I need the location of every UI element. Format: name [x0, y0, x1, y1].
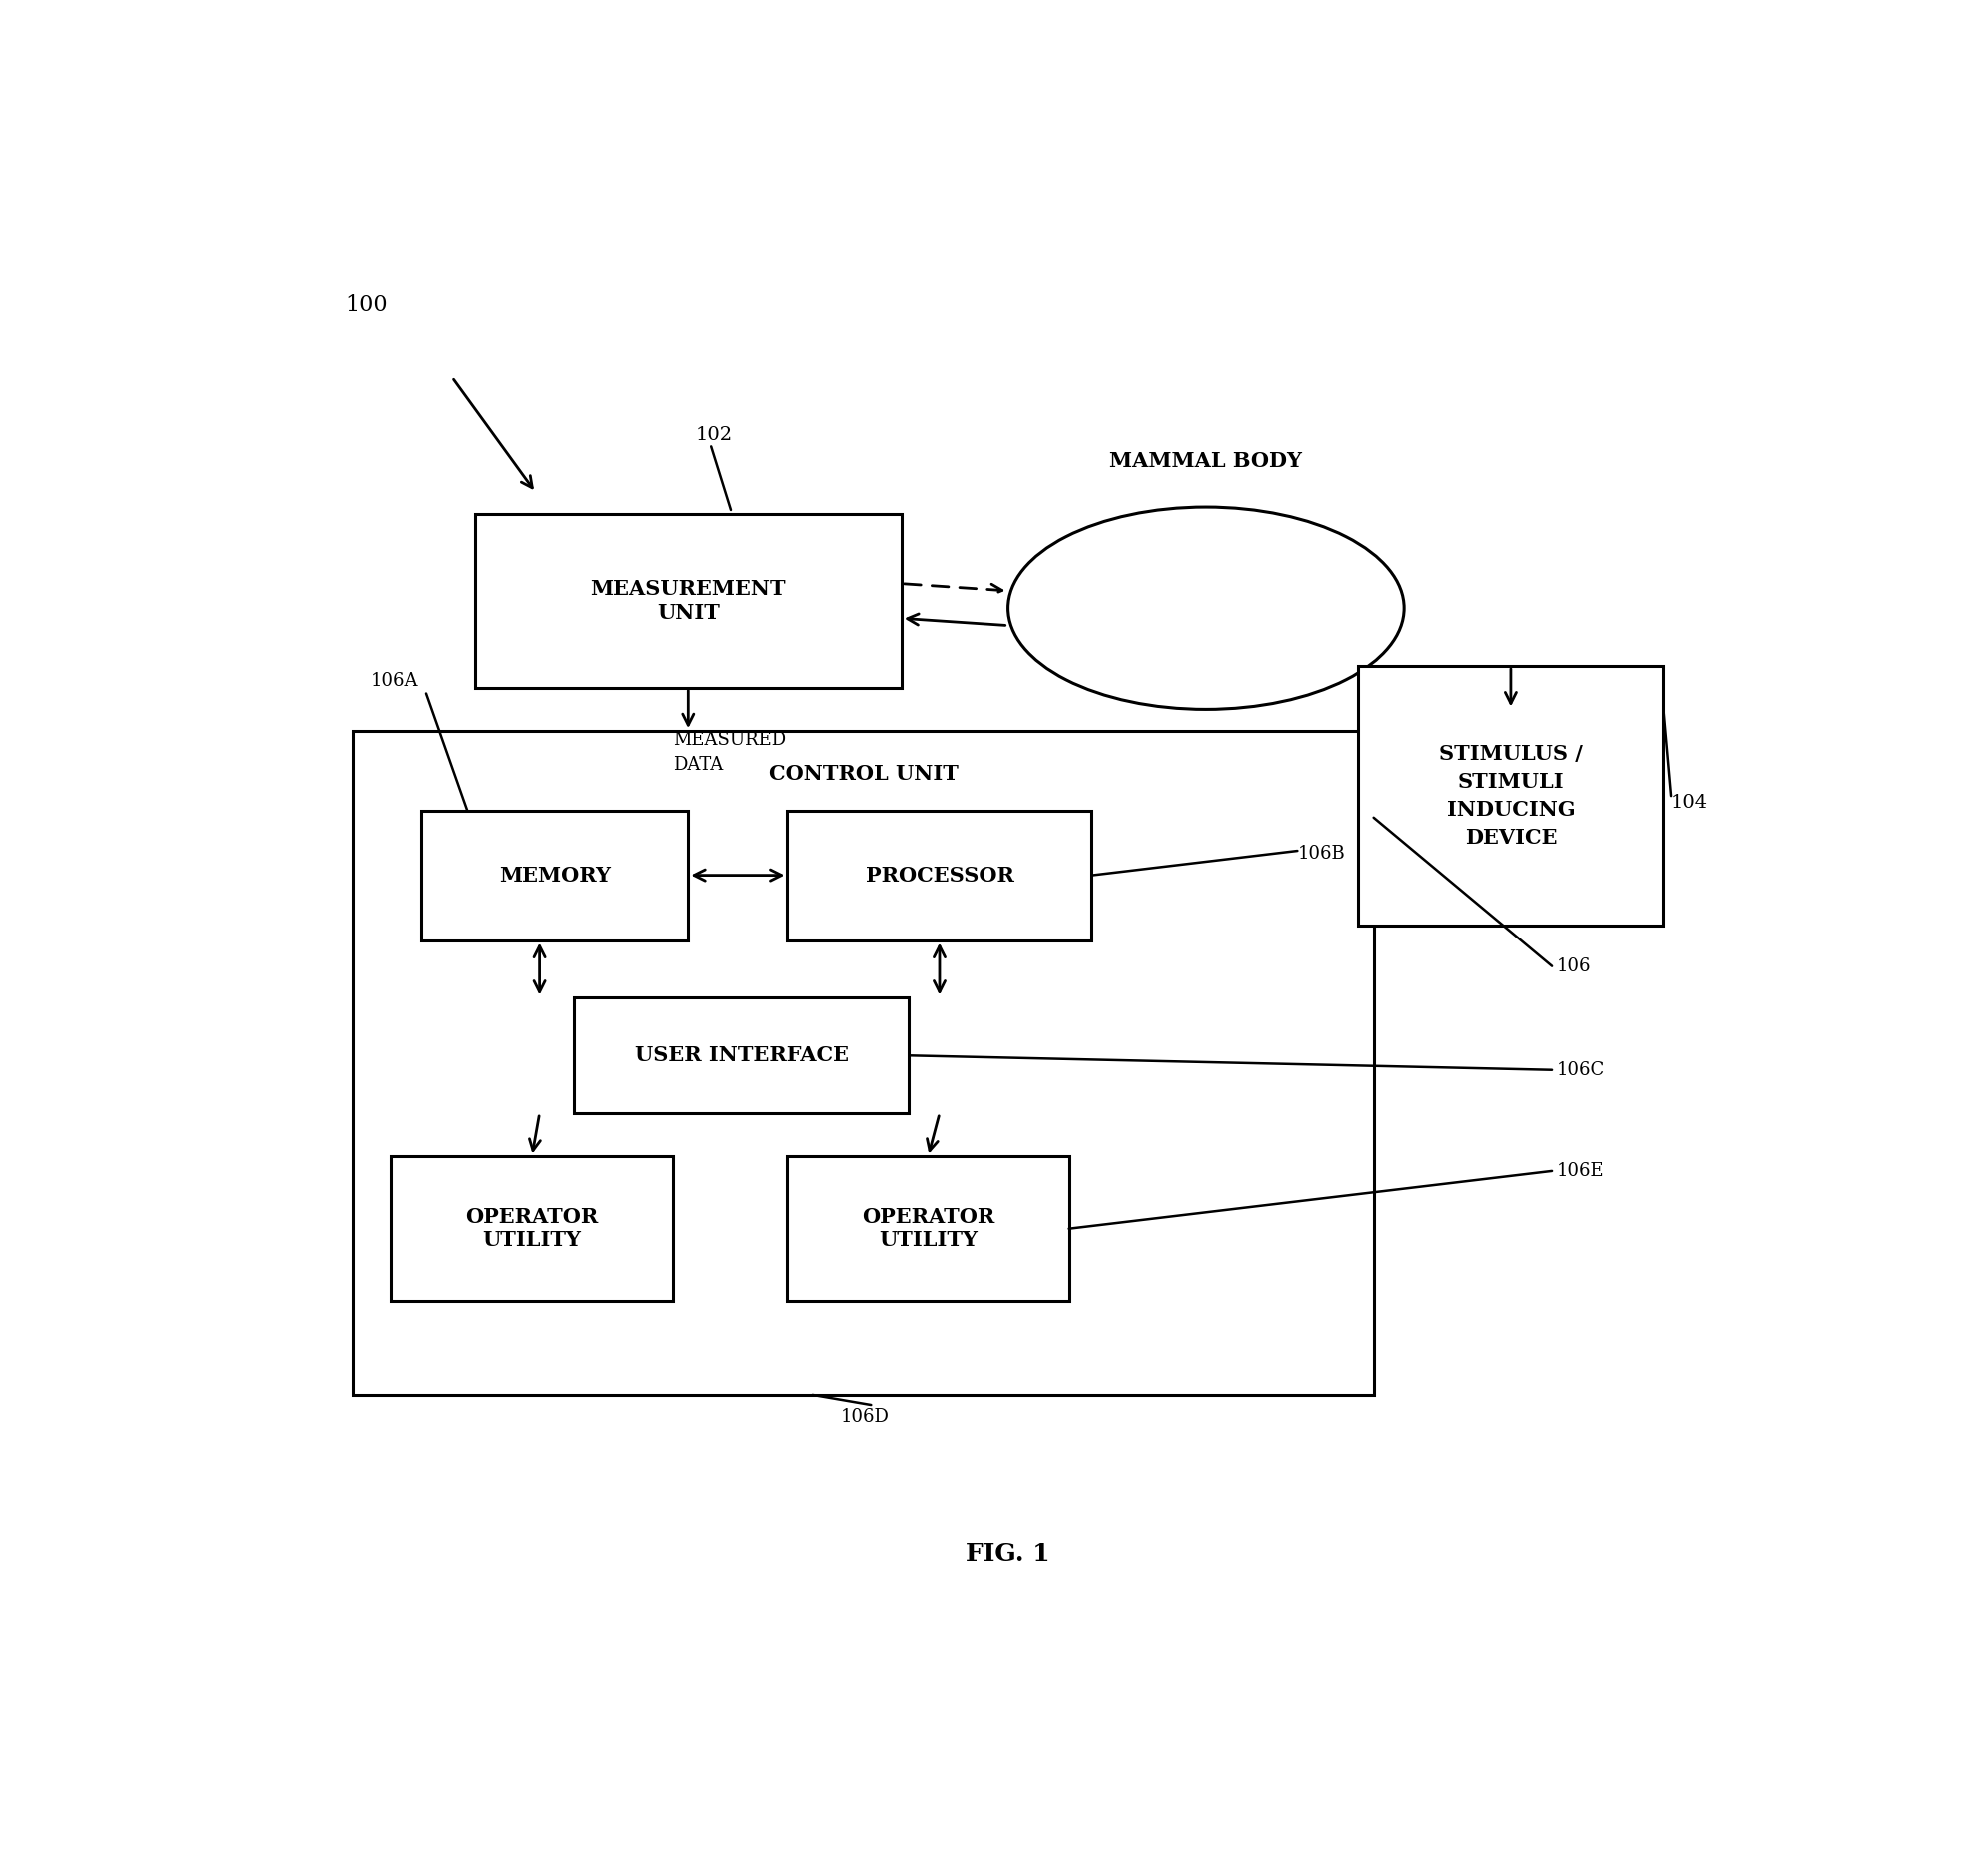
- Text: OPERATOR
UTILITY: OPERATOR UTILITY: [464, 1208, 598, 1251]
- Text: 100: 100: [344, 293, 387, 315]
- Text: 106D: 106D: [840, 1407, 889, 1426]
- Text: MEASURED
DATA: MEASURED DATA: [673, 732, 785, 775]
- Bar: [787, 810, 1092, 940]
- Text: FIG. 1: FIG. 1: [966, 1542, 1050, 1566]
- Bar: [1359, 666, 1664, 925]
- Text: 106A: 106A: [372, 672, 419, 688]
- Text: 106E: 106E: [1558, 1163, 1605, 1180]
- Bar: [787, 1157, 1070, 1302]
- Text: USER INTERFACE: USER INTERFACE: [635, 1045, 848, 1066]
- Text: STIMULUS /
STIMULI
INDUCING
DEVICE: STIMULUS / STIMULI INDUCING DEVICE: [1440, 743, 1583, 848]
- Text: 106: 106: [1558, 957, 1591, 976]
- Text: MEMORY: MEMORY: [498, 865, 610, 885]
- Text: OPERATOR
UTILITY: OPERATOR UTILITY: [862, 1208, 995, 1251]
- Text: 104: 104: [1672, 794, 1707, 812]
- Bar: [391, 1157, 673, 1302]
- Bar: [352, 732, 1373, 1396]
- Bar: [474, 514, 901, 687]
- Text: MEASUREMENT
UNIT: MEASUREMENT UNIT: [590, 580, 785, 623]
- Text: CONTROL UNIT: CONTROL UNIT: [769, 764, 958, 784]
- Ellipse shape: [1009, 507, 1404, 709]
- Text: 102: 102: [696, 426, 732, 443]
- Text: MAMMAL BODY: MAMMAL BODY: [1109, 450, 1302, 471]
- Text: 106C: 106C: [1558, 1062, 1605, 1079]
- Bar: [421, 810, 688, 940]
- Text: 106B: 106B: [1298, 844, 1345, 863]
- Text: PROCESSOR: PROCESSOR: [865, 865, 1013, 885]
- Bar: [574, 998, 909, 1114]
